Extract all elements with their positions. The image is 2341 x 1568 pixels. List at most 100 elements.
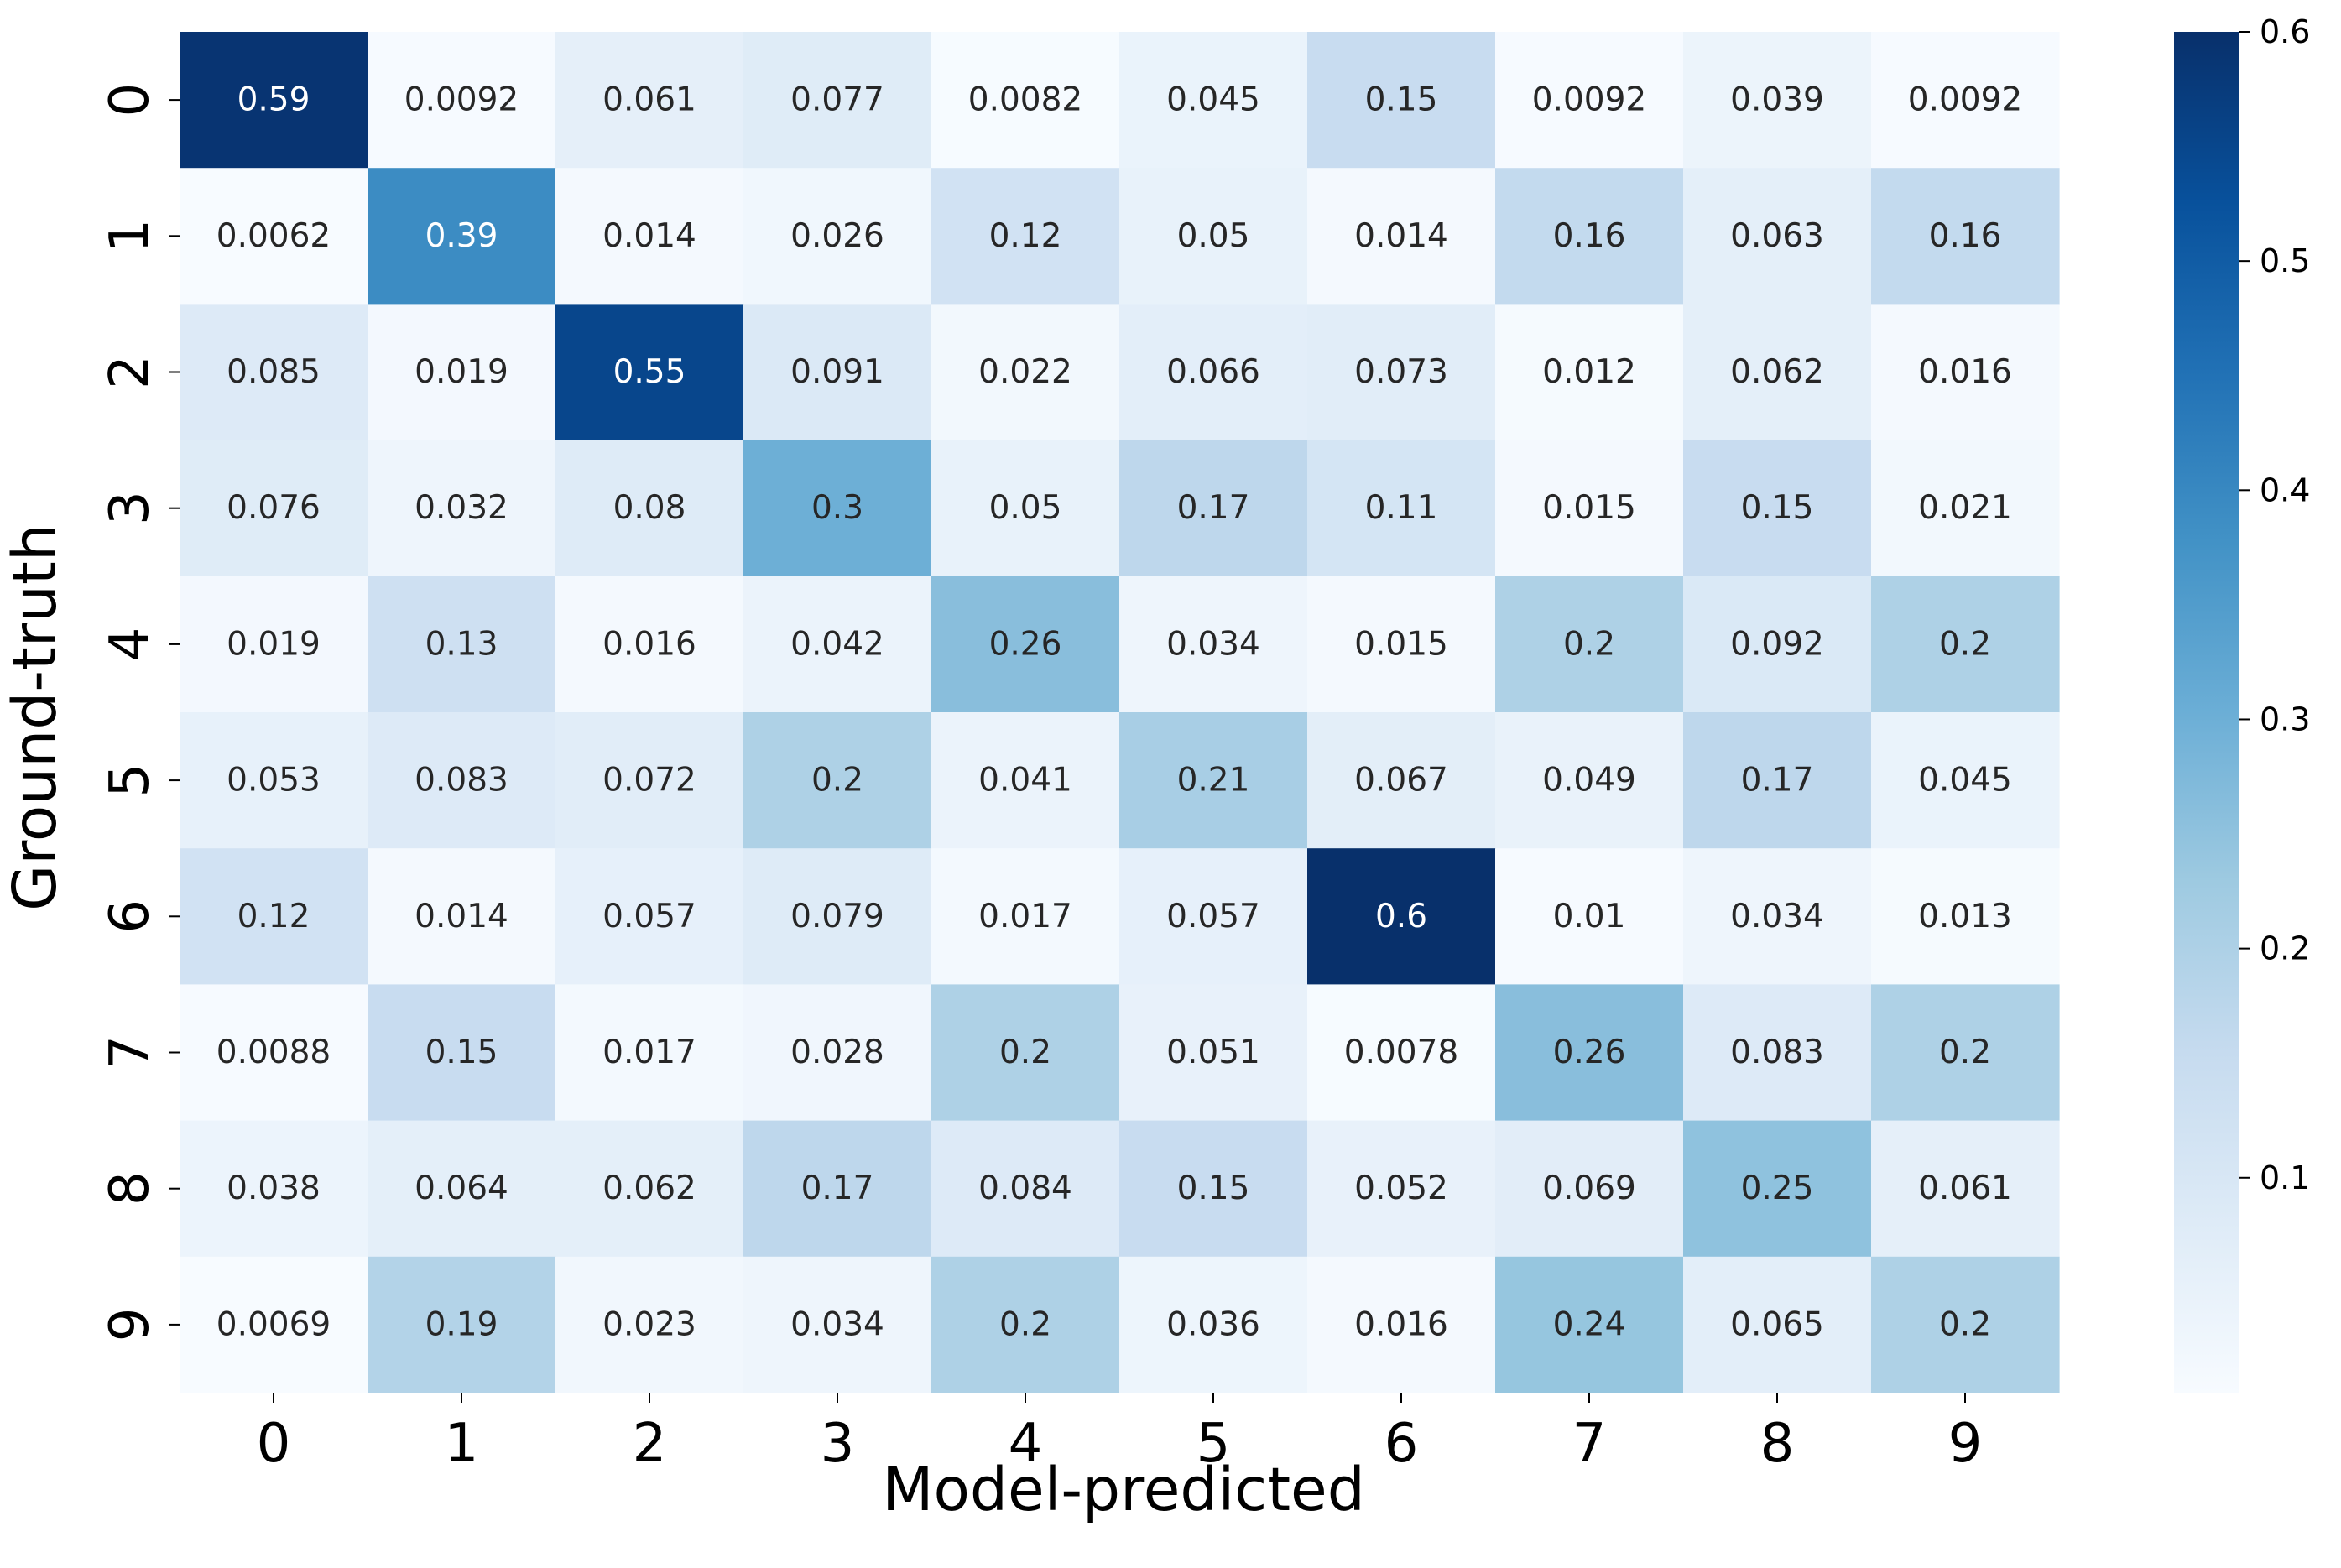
cell-value-label-r8-c1: 0.064	[414, 1169, 508, 1207]
heatmap-cell-r7-c2	[555, 984, 744, 1122]
cell-value-label-r6-c3: 0.079	[790, 898, 884, 935]
x-tick-label-8: 8	[1760, 1413, 1795, 1475]
heatmap-cell-r6-c6	[1307, 848, 1496, 985]
cell-value-label-r0-c7: 0.0092	[1532, 81, 1646, 119]
heatmap-cell-r9-c5	[1119, 1256, 1308, 1393]
heatmap-cell-r0-c2	[555, 32, 744, 169]
cell-value-label-r6-c7: 0.01	[1553, 898, 1626, 935]
cell-value-label-r3-c8: 0.15	[1741, 489, 1814, 527]
cell-value-label-r4-c4: 0.26	[989, 625, 1062, 663]
colorbar-ticks: 0.1 0.2 0.3 0.4 0.5 0.6	[2239, 13, 2310, 1196]
heatmap-cell-r7-c8	[1683, 984, 1872, 1122]
cell-value-label-r2-c2: 0.55	[613, 353, 686, 391]
heatmap-cell-r5-c1	[368, 712, 556, 849]
heatmap-cell-r9-c9	[1871, 1256, 2060, 1393]
heatmap-cell-r5-c0	[180, 712, 368, 849]
heatmap-cell-r5-c3	[743, 712, 932, 849]
heatmap-cell-r9-c4	[931, 1256, 1120, 1393]
heatmap-cell-r7-c7	[1495, 984, 1684, 1122]
cell-value-label-r4-c7: 0.2	[1563, 625, 1615, 663]
cell-value-label-r7-c4: 0.2	[999, 1034, 1051, 1071]
heatmap-cell-r2-c0	[180, 304, 368, 441]
cell-value-label-r0-c3: 0.077	[790, 81, 884, 119]
heatmap-cell-r9-c6	[1307, 1256, 1496, 1393]
heatmap-cell-r2-c6	[1307, 304, 1496, 441]
heatmap-cell-r8-c2	[555, 1120, 744, 1258]
heatmap-cell-r1-c9	[1871, 168, 2060, 305]
y-tick-label-2: 2	[99, 355, 161, 389]
heatmap-cell-r4-c3	[743, 576, 932, 713]
heatmap-cell-r4-c4	[931, 576, 1120, 713]
heatmap-cell-r6-c3	[743, 848, 932, 985]
heatmap-cell-r5-c4	[931, 712, 1120, 849]
x-tick-label-3: 3	[821, 1413, 855, 1475]
heatmap-cell-r1-c2	[555, 168, 744, 305]
heatmap-cell-r7-c5	[1119, 984, 1308, 1122]
heatmap-cell-r0-c3	[743, 32, 932, 169]
heatmap-cell-r5-c5	[1119, 712, 1308, 849]
heatmap-cell-r6-c4	[931, 848, 1120, 985]
x-axis: 0 1 2 3 4 5 6 7 8 9	[257, 1393, 1982, 1475]
cell-value-label-r8-c7: 0.069	[1542, 1169, 1636, 1207]
cell-value-label-r9-c7: 0.24	[1553, 1305, 1626, 1343]
heatmap-cell-r0-c9	[1871, 32, 2060, 169]
heatmap-cell-r9-c7	[1495, 1256, 1684, 1393]
cell-value-label-r0-c0: 0.59	[237, 81, 310, 119]
heatmap-cell-r1-c0	[180, 168, 368, 305]
heatmap-cell-r3-c8	[1683, 440, 1872, 577]
cell-value-label-r1-c1: 0.39	[425, 217, 498, 255]
cell-value-label-r5-c7: 0.049	[1542, 762, 1636, 800]
colorbar-tick-label-3: 0.4	[2260, 471, 2310, 508]
heatmap-cell-r8-c3	[743, 1120, 932, 1258]
heatmap-cell-r1-c8	[1683, 168, 1872, 305]
cell-value-label-r4-c9: 0.2	[1939, 625, 1991, 663]
heatmap-cell-r0-c4	[931, 32, 1120, 169]
heatmap-cell-r3-c2	[555, 440, 744, 577]
heatmap-cell-r5-c9	[1871, 712, 2060, 849]
heatmap-cell-r3-c1	[368, 440, 556, 577]
heatmap-cell-r2-c8	[1683, 304, 1872, 441]
cell-value-label-r6-c1: 0.014	[414, 898, 508, 935]
cell-value-label-r0-c9: 0.0092	[1908, 81, 2022, 119]
heatmap-cell-r5-c8	[1683, 712, 1872, 849]
x-axis-title: Model-predicted	[882, 1455, 1365, 1524]
cell-value-label-r2-c3: 0.091	[790, 353, 884, 391]
cell-value-label-r4-c6: 0.015	[1354, 625, 1448, 663]
cell-value-label-r3-c5: 0.17	[1177, 489, 1250, 527]
cell-value-label-r9-c0: 0.0069	[216, 1305, 331, 1343]
cell-value-label-r2-c5: 0.066	[1166, 353, 1260, 391]
x-tick-label-1: 1	[445, 1413, 479, 1475]
cell-value-label-r0-c8: 0.039	[1730, 81, 1824, 119]
x-tick-label-2: 2	[633, 1413, 667, 1475]
heatmap-cell-r4-c1	[368, 576, 556, 713]
cell-value-label-r5-c4: 0.041	[978, 762, 1072, 800]
cell-value-label-r3-c1: 0.032	[414, 489, 508, 527]
cell-value-label-r9-c2: 0.023	[602, 1305, 696, 1343]
heatmap-cell-r6-c8	[1683, 848, 1872, 985]
heatmap-cells	[180, 32, 2060, 1393]
heatmap-cell-r4-c0	[180, 576, 368, 713]
cell-value-label-r3-c6: 0.11	[1365, 489, 1438, 527]
heatmap-cell-r4-c2	[555, 576, 744, 713]
heatmap-cell-r8-c8	[1683, 1120, 1872, 1258]
cell-value-label-r5-c1: 0.083	[414, 762, 508, 800]
heatmap-cell-r9-c2	[555, 1256, 744, 1393]
colorbar-tick-label-0: 0.1	[2260, 1159, 2310, 1196]
heatmap-cell-r3-c7	[1495, 440, 1684, 577]
cell-value-label-r9-c5: 0.036	[1166, 1305, 1260, 1343]
cell-value-label-r6-c9: 0.013	[1918, 898, 2012, 935]
heatmap-cell-r7-c4	[931, 984, 1120, 1122]
heatmap-cell-r9-c3	[743, 1256, 932, 1393]
cell-value-label-r7-c6: 0.0078	[1344, 1034, 1458, 1071]
cell-value-label-r9-c3: 0.034	[790, 1305, 884, 1343]
cell-value-label-r1-c8: 0.063	[1730, 217, 1824, 255]
cell-value-label-r1-c7: 0.16	[1553, 217, 1626, 255]
cell-value-label-r1-c4: 0.12	[989, 217, 1062, 255]
cell-value-label-r4-c3: 0.042	[790, 625, 884, 663]
heatmap-cell-r0-c8	[1683, 32, 1872, 169]
cell-value-label-r5-c3: 0.2	[811, 762, 863, 800]
cell-value-label-r4-c0: 0.019	[227, 625, 321, 663]
cell-value-label-r1-c0: 0.0062	[216, 217, 331, 255]
heatmap-cell-r3-c9	[1871, 440, 2060, 577]
cell-value-label-r7-c1: 0.15	[425, 1034, 498, 1071]
